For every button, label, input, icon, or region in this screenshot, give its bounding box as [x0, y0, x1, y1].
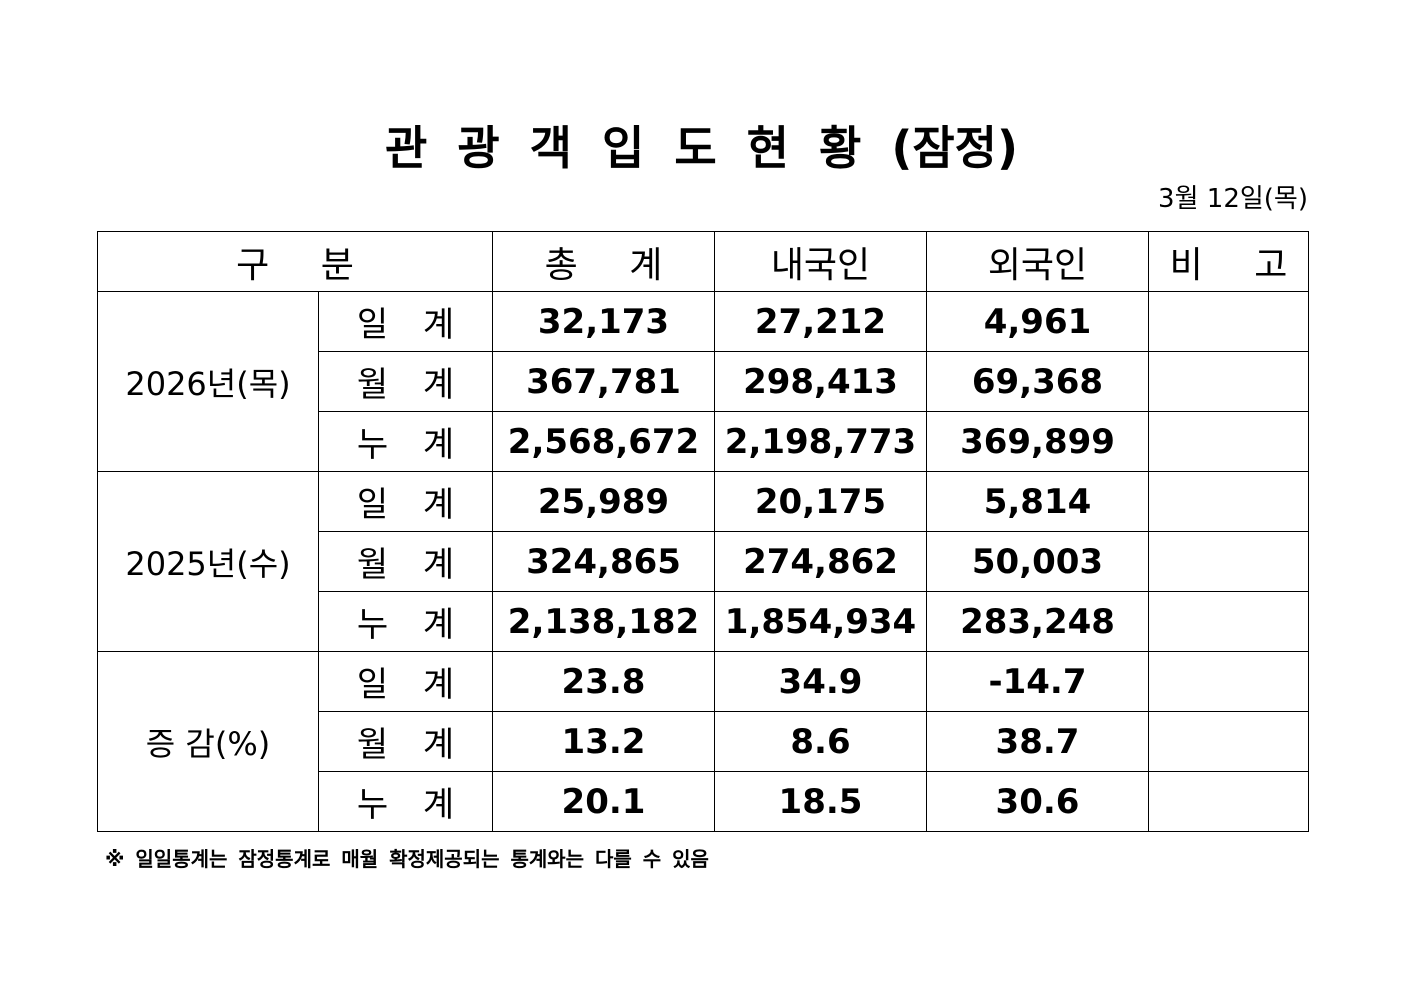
row-label: 일 계 — [318, 291, 493, 352]
value-cell: 274,862 — [714, 531, 927, 592]
footnote: ※ 일일통계는 잠정통계로 매월 확정제공되는 통계와는 다를 수 있음 — [105, 847, 709, 871]
value-cell: 298,413 — [714, 351, 927, 412]
data-row: 월 계 324,865 274,862 50,003 — [98, 531, 1309, 592]
note-cell — [1148, 531, 1309, 592]
note-cell — [1148, 591, 1309, 652]
value-cell: 367,781 — [492, 351, 715, 412]
date: 3월 12일(목) — [1158, 184, 1308, 214]
group-label: 증 감(%) — [97, 651, 319, 832]
value-cell: 18.5 — [714, 771, 927, 832]
row-label: 누 계 — [318, 771, 493, 832]
row-label: 월 계 — [318, 711, 493, 772]
data-row: 누 계 2,568,672 2,198,773 369,899 — [98, 411, 1309, 472]
value-cell: 30.6 — [926, 771, 1149, 832]
note-cell — [1148, 471, 1309, 532]
column-header: 비 고 — [1148, 231, 1309, 292]
note-cell — [1148, 411, 1309, 472]
value-cell: 50,003 — [926, 531, 1149, 592]
value-cell: 32,173 — [492, 291, 715, 352]
value-cell: 25,989 — [492, 471, 715, 532]
column-header: 외국인 — [926, 231, 1149, 292]
note-cell — [1148, 651, 1309, 712]
value-cell: 2,568,672 — [492, 411, 715, 472]
value-cell: 38.7 — [926, 711, 1149, 772]
group-label: 2026년(목) — [97, 291, 319, 472]
data-row: 2025년(수) 일 계 25,989 20,175 5,814 — [97, 471, 1309, 652]
value-cell: 23.8 — [492, 651, 715, 712]
value-cell: 2,138,182 — [492, 591, 715, 652]
value-cell: 20,175 — [714, 471, 927, 532]
note-cell — [1148, 711, 1309, 772]
value-cell: 8.6 — [714, 711, 927, 772]
row-label: 월 계 — [318, 531, 493, 592]
row-label: 일 계 — [318, 651, 493, 712]
value-cell: 13.2 — [492, 711, 715, 772]
value-cell: 283,248 — [926, 591, 1149, 652]
row-label: 누 계 — [318, 591, 493, 652]
group-label: 2025년(수) — [97, 471, 319, 652]
value-cell: 20.1 — [492, 771, 715, 832]
value-cell: 27,212 — [714, 291, 927, 352]
column-header: 총 계 — [492, 231, 715, 292]
value-cell: 369,899 — [926, 411, 1149, 472]
data-row: 누 계 2,138,182 1,854,934 283,248 — [98, 591, 1309, 652]
row-label: 일 계 — [318, 471, 493, 532]
note-cell — [1148, 291, 1309, 352]
data-row: 누 계 20.1 18.5 30.6 — [98, 771, 1309, 832]
value-cell: 5,814 — [926, 471, 1149, 532]
column-header: 구 분 — [97, 231, 493, 292]
value-cell: 1,854,934 — [714, 591, 927, 652]
column-header: 내국인 — [714, 231, 927, 292]
data-row: 증 감(%) 일 계 23.8 34.9 -14.7 — [97, 651, 1309, 832]
row-label: 월 계 — [318, 351, 493, 412]
value-cell: -14.7 — [926, 651, 1149, 712]
note-cell — [1148, 351, 1309, 412]
data-row: 2026년(목) 일 계 32,173 27,212 4,961 — [97, 291, 1309, 472]
title: 관 광 객 입 도 현 황 (잠정) — [384, 121, 1019, 175]
data-row: 월 계 13.2 8.6 38.7 — [98, 711, 1309, 772]
row-label: 누 계 — [318, 411, 493, 472]
value-cell: 324,865 — [492, 531, 715, 592]
value-cell: 34.9 — [714, 651, 927, 712]
note-cell — [1148, 771, 1309, 832]
value-cell: 4,961 — [926, 291, 1149, 352]
value-cell: 2,198,773 — [714, 411, 927, 472]
value-cell: 69,368 — [926, 351, 1149, 412]
